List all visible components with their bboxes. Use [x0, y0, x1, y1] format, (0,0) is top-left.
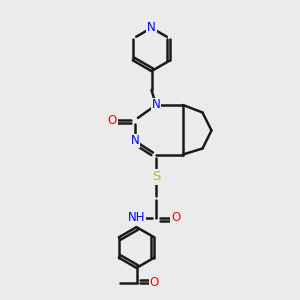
Text: NH: NH	[128, 211, 145, 224]
Text: N: N	[147, 21, 156, 34]
Text: N: N	[130, 134, 140, 148]
Text: O: O	[171, 211, 180, 224]
Text: O: O	[108, 113, 117, 127]
Text: O: O	[150, 276, 159, 290]
Text: S: S	[152, 170, 160, 184]
Text: N: N	[152, 98, 160, 112]
